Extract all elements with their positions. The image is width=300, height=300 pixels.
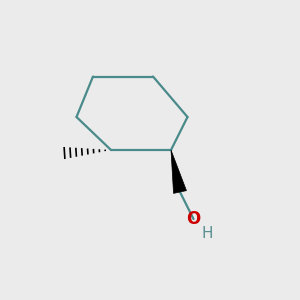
Polygon shape — [171, 150, 187, 194]
Text: O: O — [186, 210, 201, 228]
Text: H: H — [202, 226, 213, 242]
